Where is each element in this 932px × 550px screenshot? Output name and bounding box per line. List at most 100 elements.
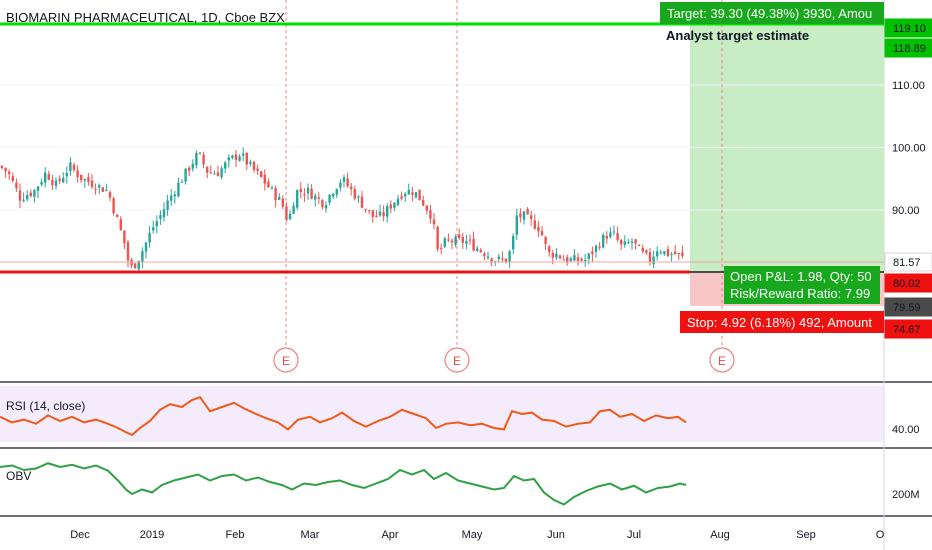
candle-body <box>440 247 443 249</box>
candle-body <box>537 226 540 232</box>
earnings-marker <box>709 347 735 373</box>
candle-body <box>180 181 184 183</box>
candle-body <box>242 153 245 156</box>
candle-body <box>134 263 137 269</box>
candle-body <box>569 258 572 261</box>
candle-body <box>357 196 360 198</box>
candle-body <box>285 206 288 221</box>
obv-line <box>0 462 687 506</box>
price-axis-tick: 110.00 <box>892 80 925 92</box>
candle-body <box>267 181 270 188</box>
candle-body <box>144 242 148 252</box>
candle-body <box>105 190 108 192</box>
stop-box[interactable] <box>680 311 884 333</box>
candle-body <box>188 167 191 171</box>
rsi-label: RSI (14, close) <box>6 399 85 413</box>
candle-body <box>15 182 18 189</box>
candle-body <box>299 189 302 192</box>
price-badges: 119.10 118.89 81.57 80.02 79.59 74.67 <box>884 18 932 339</box>
target-box[interactable] <box>660 2 884 24</box>
candle-body <box>339 182 342 188</box>
candle-body <box>483 253 486 257</box>
candle-body <box>515 215 518 235</box>
candle-body <box>321 200 324 208</box>
candle-body <box>332 193 335 197</box>
price-badge-label: 74.67 <box>893 324 921 336</box>
candle-body <box>98 185 101 188</box>
candle-body <box>292 205 295 214</box>
candle-body <box>328 194 331 203</box>
pnl-box[interactable] <box>724 266 880 304</box>
candle-body <box>346 178 349 187</box>
candle-body <box>414 192 418 198</box>
candle-body <box>112 198 115 214</box>
time-axis-tick: 2019 <box>140 529 164 541</box>
candle-body <box>533 220 536 229</box>
candle-body <box>87 177 90 183</box>
price-badge-label: 118.89 <box>893 43 926 55</box>
pnl-line-2: Risk/Reward Ratio: 7.99 <box>730 286 870 301</box>
candle-body <box>429 210 432 219</box>
time-axis-tick: Dec <box>70 529 90 541</box>
time-axis-ticks: Dec 2019 Feb Mar Apr May Jun Jul Aug Sep O <box>70 529 885 541</box>
candle-body <box>386 206 389 217</box>
chart-title: BIOMARIN PHARMACEUTICAL, 1D, Cboe BZX <box>6 10 285 25</box>
candle-body <box>652 256 655 265</box>
candle-body <box>490 258 493 262</box>
candle-body <box>76 170 79 178</box>
candle-body <box>184 168 187 182</box>
candle-body <box>504 258 508 263</box>
time-axis-tick: Jun <box>547 529 565 541</box>
candle-body <box>501 258 504 260</box>
candle-body <box>148 232 151 243</box>
rsi-band <box>0 386 884 442</box>
candle-body <box>382 212 385 217</box>
candle-body <box>198 152 202 154</box>
candle-body <box>666 249 670 257</box>
price-badge <box>884 38 932 58</box>
candle-body <box>591 251 594 255</box>
candle-body <box>472 238 475 251</box>
price-badge-label: 81.57 <box>893 257 921 269</box>
candle-body <box>29 192 32 196</box>
candle-body <box>400 196 403 199</box>
pnl-line-1: Open P&L: 1.98, Qty: 50 <box>730 269 872 284</box>
candle-body <box>616 233 619 240</box>
candle-body <box>72 164 76 170</box>
candle-body <box>101 187 104 192</box>
candle-body <box>278 197 281 200</box>
candle-body <box>209 172 212 174</box>
candle-body <box>454 236 457 245</box>
candle-body <box>360 196 364 208</box>
candle-body <box>393 202 396 208</box>
earnings-marker-label: E <box>282 354 290 368</box>
price-badge <box>884 273 932 293</box>
candle-body <box>152 227 155 231</box>
candle-body <box>389 204 392 209</box>
candle-body <box>598 246 601 248</box>
candle-body <box>18 190 22 201</box>
candle-body <box>26 195 29 200</box>
candle-body <box>310 188 313 199</box>
candle-body <box>522 211 526 220</box>
candle-body <box>51 180 54 186</box>
candle-body <box>551 253 554 258</box>
candle-body <box>173 194 176 197</box>
obv-label: OBV <box>6 469 31 483</box>
candle-body <box>447 239 450 241</box>
candle-body <box>645 250 648 253</box>
candle-body <box>116 214 119 218</box>
time-axis-tick: Feb <box>226 529 245 541</box>
candle-body <box>407 189 410 195</box>
target-box-label: Target: 39.30 (49.38%) 3930, Amou <box>667 6 872 21</box>
earnings-marker <box>444 347 470 373</box>
candle-body <box>443 238 446 247</box>
candle-body <box>530 215 533 220</box>
price-badge-label: 119.10 <box>893 23 926 35</box>
candle-body <box>166 200 169 210</box>
candle-body <box>681 252 684 256</box>
candle-body <box>155 221 158 227</box>
candle-body <box>350 186 353 190</box>
